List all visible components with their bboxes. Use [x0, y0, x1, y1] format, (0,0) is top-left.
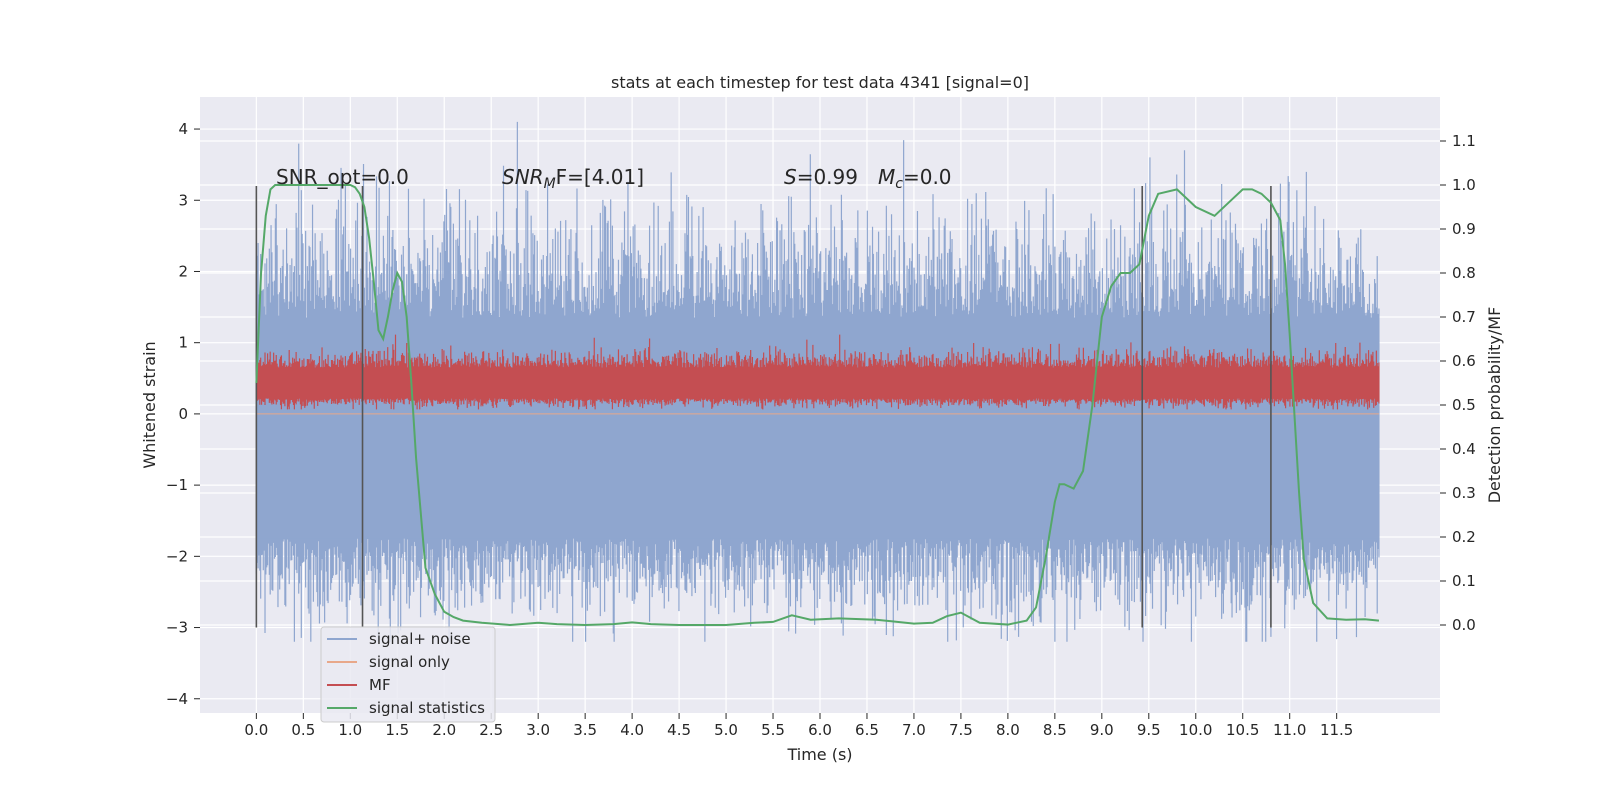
legend-box	[320, 626, 496, 723]
mf-band	[256, 367, 1379, 399]
annotation-mc-var: M	[878, 165, 895, 189]
series-mf	[255, 334, 1380, 410]
y-tick-label: −4	[166, 690, 188, 708]
y2-tick-label: 0.9	[1452, 220, 1476, 238]
x-tick-label: 9.5	[1137, 721, 1161, 739]
annotation-snr-mf: SNRMF=[4.01]	[502, 165, 644, 192]
x-tick-label: 8.0	[996, 721, 1020, 739]
annotation-mc-rest: =0.0	[903, 165, 952, 189]
x-tick-label: 1.0	[338, 721, 362, 739]
legend: signal+ noise signal only MF signal stat…	[320, 626, 496, 723]
ticks: 0.0 0.5 1.0 1.5 2.0 2.5 3.0 3.5 4.0 4.5 5.0 5.5 6.0 6…	[166, 120, 1476, 739]
x-tick-label: 3.0	[526, 721, 550, 739]
annotation-snr-mf-sub: M	[544, 176, 556, 192]
x-tick-label: 7.0	[902, 721, 926, 739]
x-tick-label: 5.5	[761, 721, 785, 739]
legend-label-stats: signal statistics	[369, 699, 485, 717]
y2-tick-label: 0.3	[1452, 484, 1476, 502]
annotation-snr-mf-rest: F=[4.01]	[556, 165, 644, 189]
y-tick-label: −3	[166, 619, 188, 637]
y2-tick-label: 0.7	[1452, 308, 1476, 326]
x-tick-label: 10.5	[1226, 721, 1259, 739]
y2-tick-label: 0.0	[1452, 616, 1476, 634]
x-tick-label: 9.0	[1090, 721, 1114, 739]
signal-statistics-line	[255, 184, 1380, 627]
series-signal-statistics	[255, 184, 1380, 627]
y2-tick-label: 0.6	[1452, 352, 1476, 370]
legend-label-noise: signal+ noise	[369, 630, 471, 648]
y-tick-label: 0	[178, 405, 188, 423]
x-tick-label: 4.0	[620, 721, 644, 739]
noise-band	[256, 317, 1379, 539]
legend-label-signal-only: signal only	[369, 653, 450, 671]
y-tick-label: 4	[178, 120, 188, 138]
y2-tick-label: 0.8	[1452, 264, 1476, 282]
x-tick-label: 0.0	[244, 721, 268, 739]
x-tick-label: 2.0	[432, 721, 456, 739]
y2-tick-label: 0.5	[1452, 396, 1476, 414]
x-tick-label: 11.5	[1320, 721, 1353, 739]
x-tick-label: 5.0	[714, 721, 738, 739]
y-tick-label: 1	[178, 334, 188, 352]
annotation-s-rest: =0.99	[797, 165, 858, 189]
annotation-snr-opt: SNR_opt=0.0	[276, 165, 409, 189]
x-tick-label: 3.5	[573, 721, 597, 739]
x-tick-label: 1.5	[385, 721, 409, 739]
x-tick-label: 8.5	[1043, 721, 1067, 739]
x-tick-label: 7.5	[949, 721, 973, 739]
y-axis-label: Whitened strain	[140, 341, 159, 468]
legend-label-mf: MF	[369, 676, 391, 694]
y-tick-label: −2	[166, 547, 188, 565]
annotation-mc: Mc=0.0	[878, 165, 952, 192]
annotation-mc-sub: c	[895, 176, 903, 192]
y2-tick-label: 1.1	[1452, 132, 1476, 150]
y2-tick-label: 0.1	[1452, 572, 1476, 590]
x-tick-label: 0.5	[291, 721, 315, 739]
y2-axis-label: Detection probability/MF	[1485, 307, 1504, 504]
x-tick-label: 4.5	[667, 721, 691, 739]
annotation-s-var: S	[784, 165, 797, 189]
y-tick-label: 3	[178, 191, 188, 209]
annotation-s: S=0.99	[784, 165, 858, 189]
chart-title: stats at each timestep for test data 434…	[611, 73, 1029, 92]
y-tick-label: −1	[166, 476, 188, 494]
annotation-snr-mf-var: SNR	[502, 165, 544, 189]
x-tick-label: 2.5	[479, 721, 503, 739]
x-tick-label: 6.0	[808, 721, 832, 739]
x-tick-label: 11.0	[1273, 721, 1306, 739]
y2-tick-label: 0.2	[1452, 528, 1476, 546]
y2-tick-label: 1.0	[1452, 176, 1476, 194]
vertical-markers	[255, 186, 1272, 628]
x-axis-label: Time (s)	[786, 745, 852, 764]
y2-tick-label: 0.4	[1452, 440, 1476, 458]
x-tick-label: 6.5	[855, 721, 879, 739]
y-tick-label: 2	[178, 262, 188, 280]
x-tick-label: 10.0	[1179, 721, 1212, 739]
